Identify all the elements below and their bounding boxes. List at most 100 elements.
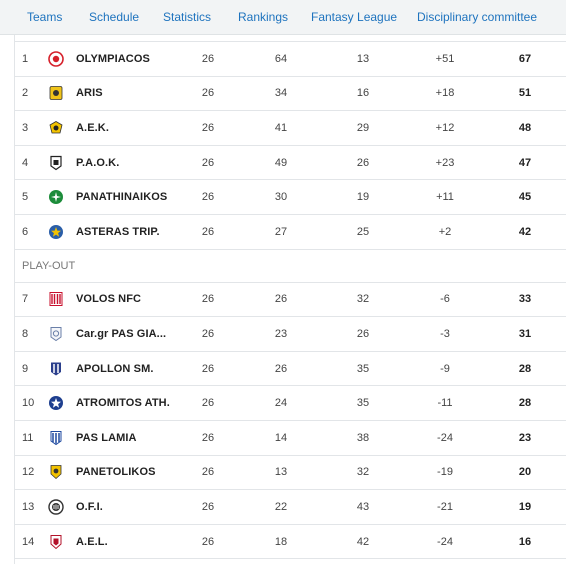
nav-schedule[interactable]: Schedule — [89, 10, 140, 24]
volos-icon — [47, 290, 65, 308]
section-label: PLAY-OUT — [22, 259, 76, 272]
aris-icon — [47, 84, 65, 102]
played-cell: 26 — [201, 156, 215, 169]
played-cell: 26 — [201, 431, 215, 444]
stat-cell: 26 — [274, 362, 288, 375]
panathinaikos-icon — [47, 188, 65, 206]
team-name[interactable]: O.F.I. — [76, 500, 103, 513]
table-row[interactable]: 11 PAS LAMIA 26 14 38 -24 23 — [15, 421, 566, 456]
team-name[interactable]: OLYMPIACOS — [76, 52, 150, 65]
lamia-icon — [47, 429, 65, 447]
team-name[interactable]: PANETOLIKOS — [76, 466, 156, 479]
nav-disciplinary-committee[interactable]: Disciplinary committee — [417, 10, 538, 24]
played-cell: 26 — [201, 191, 215, 204]
position-cell: 11 — [22, 431, 34, 444]
position-cell: 6 — [22, 225, 29, 238]
playout-group: 7 VOLOS NFC 26 26 32 -6 33 8 Car.gr PAS GIA... 26… — [15, 283, 566, 560]
table-row[interactable]: 13 O.F.I. 26 22 43 -21 19 — [15, 490, 566, 525]
stat-cell: 49 — [274, 156, 288, 169]
played-cell: 26 — [201, 225, 215, 238]
team-name[interactable]: ASTERAS TRIP. — [76, 225, 160, 238]
table-row[interactable]: 14 A.E.L. 26 18 42 -24 16 — [15, 525, 566, 560]
nav-fantasy-league[interactable]: Fantasy League — [311, 10, 398, 24]
stat-cell: 29 — [356, 121, 370, 134]
points-cell: 51 — [518, 87, 532, 100]
stat-cell: 34 — [274, 87, 288, 100]
goal-difference-cell: -19 — [437, 466, 453, 479]
team-name[interactable]: Car.gr PAS GIA... — [76, 327, 167, 340]
team-name[interactable]: A.E.L. — [76, 535, 108, 548]
table-row[interactable]: 8 Car.gr PAS GIA... 26 23 26 -3 31 — [15, 317, 566, 352]
pas-giannina-icon — [47, 325, 65, 343]
position-cell: 3 — [22, 121, 29, 134]
points-cell: 48 — [518, 121, 532, 134]
table-row[interactable]: 4 P.A.O.K. 26 49 26 +23 47 — [15, 146, 566, 181]
team-name[interactable]: P.A.O.K. — [76, 156, 120, 169]
position-cell: 14 — [22, 535, 35, 548]
stat-cell: 26 — [274, 293, 288, 306]
position-cell: 5 — [22, 191, 29, 204]
team-name[interactable]: PAS LAMIA — [76, 431, 137, 444]
team-name[interactable]: ATROMITOS ATH. — [76, 397, 170, 410]
stat-cell: 27 — [274, 225, 288, 238]
stat-cell: 13 — [356, 52, 370, 65]
apollon-icon — [47, 360, 65, 378]
nav-rankings[interactable]: Rankings — [238, 10, 289, 24]
stat-cell: 25 — [356, 225, 370, 238]
stat-cell: 19 — [356, 191, 370, 204]
points-cell: 16 — [518, 535, 532, 548]
stat-cell: 30 — [274, 191, 288, 204]
points-cell: 67 — [518, 52, 532, 65]
position-cell: 2 — [22, 87, 29, 100]
stat-cell: 35 — [356, 397, 370, 410]
team-name[interactable]: PANATHINAIKOS — [76, 191, 168, 204]
played-cell: 26 — [201, 327, 215, 340]
points-cell: 23 — [518, 431, 532, 444]
olympiacos-icon — [47, 50, 65, 68]
table-row[interactable]: 9 APOLLON SM. 26 26 35 -9 28 — [15, 352, 566, 387]
team-name[interactable]: VOLOS NFC — [76, 293, 142, 306]
paok-icon — [47, 154, 65, 172]
table-row[interactable]: 7 VOLOS NFC 26 26 32 -6 33 — [15, 283, 566, 318]
team-name[interactable]: ARIS — [76, 87, 103, 100]
table-row[interactable]: 12 PANETOLIKOS 26 13 32 -19 20 — [15, 456, 566, 491]
stat-cell: 18 — [274, 535, 288, 548]
position-cell: 1 — [22, 52, 29, 65]
position-cell: 7 — [22, 293, 29, 306]
points-cell: 28 — [518, 397, 532, 410]
position-cell: 13 — [22, 500, 35, 513]
stat-cell: 35 — [356, 362, 370, 375]
table-row[interactable]: 5 PANATHINAIKOS 26 30 19 +11 45 — [15, 180, 566, 215]
points-cell: 19 — [518, 500, 532, 513]
position-cell: 4 — [22, 156, 29, 169]
stat-cell: 64 — [274, 52, 288, 65]
stat-cell: 32 — [356, 466, 370, 479]
stat-cell: 24 — [274, 397, 288, 410]
table-row[interactable]: 3 A.E.K. 26 41 29 +12 48 — [15, 111, 566, 146]
position-cell: 8 — [22, 327, 29, 340]
aek-icon — [47, 119, 65, 137]
goal-difference-cell: -24 — [437, 431, 453, 444]
table-row[interactable]: 6 ASTERAS TRIP. 26 27 25 +2 42 — [15, 215, 566, 250]
stat-cell: 13 — [274, 466, 288, 479]
nav-statistics[interactable]: Statistics — [163, 10, 212, 24]
played-cell: 26 — [201, 500, 215, 513]
played-cell: 26 — [201, 397, 215, 410]
nav-teams[interactable]: Teams — [27, 10, 63, 24]
stat-cell: 41 — [274, 121, 288, 134]
position-cell: 12 — [22, 466, 35, 479]
team-name[interactable]: A.E.K. — [76, 121, 109, 134]
table-row[interactable]: 2 ARIS 26 34 16 +18 51 — [15, 77, 566, 112]
atromitos-icon — [47, 394, 65, 412]
team-name[interactable]: APOLLON SM. — [76, 362, 154, 375]
asteras-icon — [47, 223, 65, 241]
table-row[interactable]: 10 ATROMITOS ATH. 26 24 35 -11 28 — [15, 386, 566, 421]
points-cell: 31 — [518, 327, 532, 340]
table-row[interactable]: 1 OLYMPIACOS 26 64 13 +51 67 — [15, 42, 566, 77]
played-cell: 26 — [201, 87, 215, 100]
top-navigation: Teams Schedule Statistics Rankings Fanta… — [0, 0, 566, 35]
played-cell: 26 — [201, 121, 215, 134]
ael-icon — [47, 533, 65, 551]
stat-cell: 26 — [356, 327, 370, 340]
points-cell: 45 — [518, 191, 532, 204]
